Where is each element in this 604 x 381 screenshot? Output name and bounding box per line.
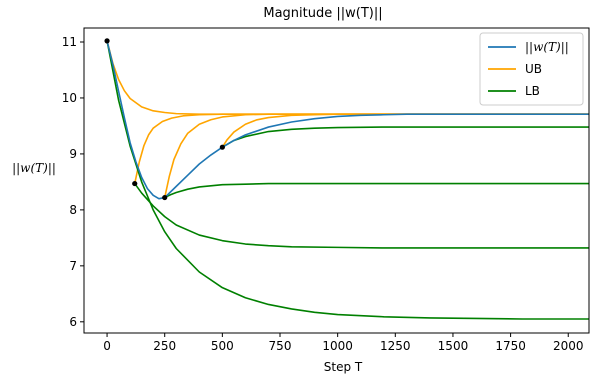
- x-tick-label-6: 1500: [438, 339, 469, 353]
- data-point-1: [132, 180, 138, 187]
- data-point-3: [219, 144, 225, 150]
- y-tick-label-2: 8: [69, 203, 77, 217]
- y-axis: 6 7 8 9 10 11: [62, 35, 84, 329]
- x-axis-label: Step T: [324, 360, 363, 374]
- series-line-ub-3: [221, 113, 589, 148]
- series-line-lb-5: [134, 183, 589, 249]
- series-line-lb-7: [221, 126, 589, 148]
- series-line-norm-8: [106, 40, 589, 200]
- chart-title: Magnitude ||w(T)||: [263, 6, 382, 21]
- y-tick-label-3: 9: [69, 147, 77, 161]
- legend-box: [479, 32, 584, 106]
- y-tick-label-1: 7: [69, 259, 77, 273]
- legend: ||w(T)|| UB LB: [479, 32, 584, 106]
- x-tick-label-7: 1750: [495, 339, 526, 353]
- x-tick-label-1: 250: [153, 339, 176, 353]
- series-line-lb-4: [106, 40, 589, 320]
- x-tick-label-2: 500: [211, 339, 234, 353]
- data-point-0: [104, 38, 110, 44]
- x-tick-label-0: 0: [103, 339, 111, 353]
- plot-frame: [83, 27, 590, 334]
- legend-label-norm: ||w(T)||: [525, 40, 569, 54]
- legend-label-lb: LB: [525, 84, 540, 98]
- x-tick-label-5: 1250: [380, 339, 411, 353]
- series-line-ub-1: [133, 113, 589, 184]
- y-tick-label-4: 10: [62, 91, 77, 105]
- x-tick-label-8: 2000: [553, 339, 584, 353]
- legend-label-ub: UB: [525, 62, 542, 76]
- y-axis-label: ||w(T)||: [12, 161, 56, 175]
- series-line-lb-6: [164, 182, 589, 199]
- data-point-2: [162, 194, 168, 201]
- x-axis: 0 250 500 750 1000 1250 1500 1750 2000: [103, 333, 584, 353]
- y-tick-label-0: 6: [69, 315, 77, 329]
- x-tick-label-4: 1000: [322, 339, 353, 353]
- y-tick-label-5: 11: [62, 35, 77, 49]
- plot-area: [104, 38, 589, 320]
- x-tick-label-3: 750: [269, 339, 292, 353]
